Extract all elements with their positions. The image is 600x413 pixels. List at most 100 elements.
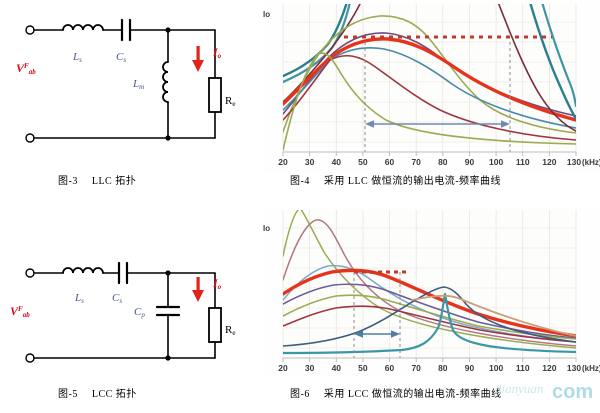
chart1-svg	[282, 4, 577, 156]
caption-fig6-text: 采用 LCC 做恒流的输出电流-频率曲线	[323, 389, 502, 400]
chart2-x-unit: (kHz)	[582, 363, 600, 373]
chart2-tick-130: 130	[566, 363, 582, 373]
chart1-curve-olive-fall	[283, 52, 576, 151]
caption-fig5-no: 图-5	[58, 389, 78, 400]
terminal-top-left	[25, 25, 35, 35]
terminal-bottom-left-2	[25, 353, 35, 363]
chart2-tick-100: 100	[489, 363, 504, 373]
output-current-arrow	[192, 46, 204, 72]
chart2-range-arrow	[354, 330, 400, 338]
chart2-tick-110: 110	[515, 363, 530, 373]
arrow-shaft	[196, 46, 200, 62]
caption-fig6-no: 图-6	[290, 389, 310, 400]
label-io-fig5: Io	[213, 276, 222, 291]
chart1-x-axis	[282, 151, 577, 156]
chart2-tick-50: 50	[358, 363, 368, 373]
lcc-circuit-svg	[25, 261, 222, 363]
caption-fig3-no: 图-3	[58, 176, 78, 187]
chart2-curve-crimson	[283, 305, 576, 343]
chart1-tick-40: 40	[331, 157, 342, 167]
chart1-dashed-guides	[364, 42, 511, 152]
lcc-current-frequency-chart: Io	[262, 208, 600, 378]
label-cs-fig3: Cs	[116, 51, 127, 64]
chart2-tick-70: 70	[411, 363, 421, 373]
watermark-com: com	[552, 381, 594, 403]
output-current-arrow-2	[192, 277, 204, 302]
chart2-tick-40: 40	[331, 363, 342, 373]
label-cp-fig5: Cp	[134, 306, 145, 319]
label-ls-fig5: Ls	[75, 292, 84, 305]
caption-fig6: 图-6 采用 LCC 做恒流的输出电流-频率曲线	[290, 385, 502, 400]
chart1-curve-darkred-fall	[497, 4, 576, 132]
chart2-tick-20: 20	[278, 363, 288, 373]
chart1-range-arrow	[365, 120, 510, 128]
caption-fig5-text: LCC 拓扑	[91, 389, 137, 400]
chart2-curve-olive-low	[283, 294, 576, 340]
chart2-curve-red-highlight	[283, 268, 576, 338]
inductor-ls-symbol	[62, 24, 104, 31]
chart1-tick-80: 80	[438, 157, 448, 167]
caption-fig3-text: LLC 拓扑	[91, 176, 137, 187]
caption-fig4: 图-4 采用 LLC 做恒流的输出电流-频率曲线	[290, 172, 501, 187]
chart2-x-tick-labels: 20 30 40 50 60 70 80 90 100 110 120 130 …	[262, 208, 600, 378]
label-lm-fig3: Lm	[133, 78, 145, 91]
chart2-curve-tan	[411, 294, 576, 337]
chart2-curve-olive	[283, 210, 576, 349]
chart1-tick-130: 130	[566, 157, 582, 167]
chart1-tick-120: 120	[542, 157, 557, 167]
label-io-fig3: Io	[213, 45, 222, 60]
chart2-tick-30: 30	[304, 363, 315, 373]
caption-fig3: 图-3 LLC 拓扑	[58, 172, 136, 187]
chart1-tick-90: 90	[464, 157, 475, 167]
chart2-y-axis-label: Io	[263, 224, 271, 233]
chart1-x-tick-labels: 20 30 40 50 60 70 80 90 100 110 120 130 …	[262, 2, 600, 172]
label-vab-fig3: VFab	[16, 61, 36, 76]
chart2-gridlines-vertical	[282, 210, 577, 358]
chart1-tick-50: 50	[358, 157, 368, 167]
label-ls-fig3: Ls	[73, 51, 82, 64]
chart1-tick-20: 20	[278, 157, 288, 167]
chart2-svg	[282, 210, 577, 362]
arrow-head-2	[192, 290, 204, 302]
lcc-topology-circuit: VFab Ls Cs Cp Io Re	[0, 215, 270, 385]
chart2-series-group	[283, 210, 576, 355]
inductor-lm-symbol	[162, 61, 169, 103]
chart2-x-axis	[282, 357, 577, 362]
chart2-tick-90: 90	[464, 363, 475, 373]
resistor-re-symbol-2	[208, 307, 222, 343]
llc-circuit-svg	[25, 18, 222, 143]
chart2-tick-60: 60	[384, 363, 395, 373]
label-vab-fig5: VFab	[10, 304, 30, 319]
llc-current-frequency-chart: Io	[262, 2, 600, 172]
chart2-tick-120: 120	[542, 363, 557, 373]
caption-fig4-text: 采用 LLC 做恒流的输出电流-频率曲线	[323, 176, 502, 187]
chart2-gridlines-horizontal	[283, 227, 576, 349]
label-re-fig5: Re	[225, 324, 236, 337]
chart1-curve-teal-fall-1	[529, 4, 576, 121]
chart1-curve-red-highlight	[283, 37, 576, 122]
chart1-curve-crimson	[283, 54, 576, 141]
chart1-y-axis-label: Io	[263, 10, 271, 19]
chart1-tick-30: 30	[304, 157, 315, 167]
chart1-series-group	[283, 4, 576, 151]
chart2-curve-navy	[283, 286, 576, 347]
chart2-dashed-guides	[353, 272, 401, 358]
caption-fig4-no: 图-4	[290, 176, 310, 187]
resistor-re-symbol	[208, 77, 222, 113]
chart1-tick-100: 100	[489, 157, 504, 167]
watermark-faint-text: dianyuan	[495, 381, 544, 396]
label-cs-fig5: Cs	[112, 292, 123, 305]
label-re-fig3: Re	[225, 95, 236, 108]
arrow-shaft-2	[196, 277, 200, 292]
chart1-x-unit: (kHz)	[582, 157, 600, 167]
chart1-tick-70: 70	[411, 157, 421, 167]
llc-topology-circuit: VFab Ls Cs Lm Io Re	[0, 0, 270, 196]
chart1-curve-olive-hump	[283, 15, 576, 134]
chart1-curve-steelblue	[283, 46, 576, 129]
chart1-tick-60: 60	[384, 157, 395, 167]
chart1-plot-background	[283, 4, 576, 152]
terminal-bottom-left	[25, 133, 35, 143]
arrow-head	[192, 60, 204, 72]
chart2-tick-80: 80	[438, 363, 448, 373]
